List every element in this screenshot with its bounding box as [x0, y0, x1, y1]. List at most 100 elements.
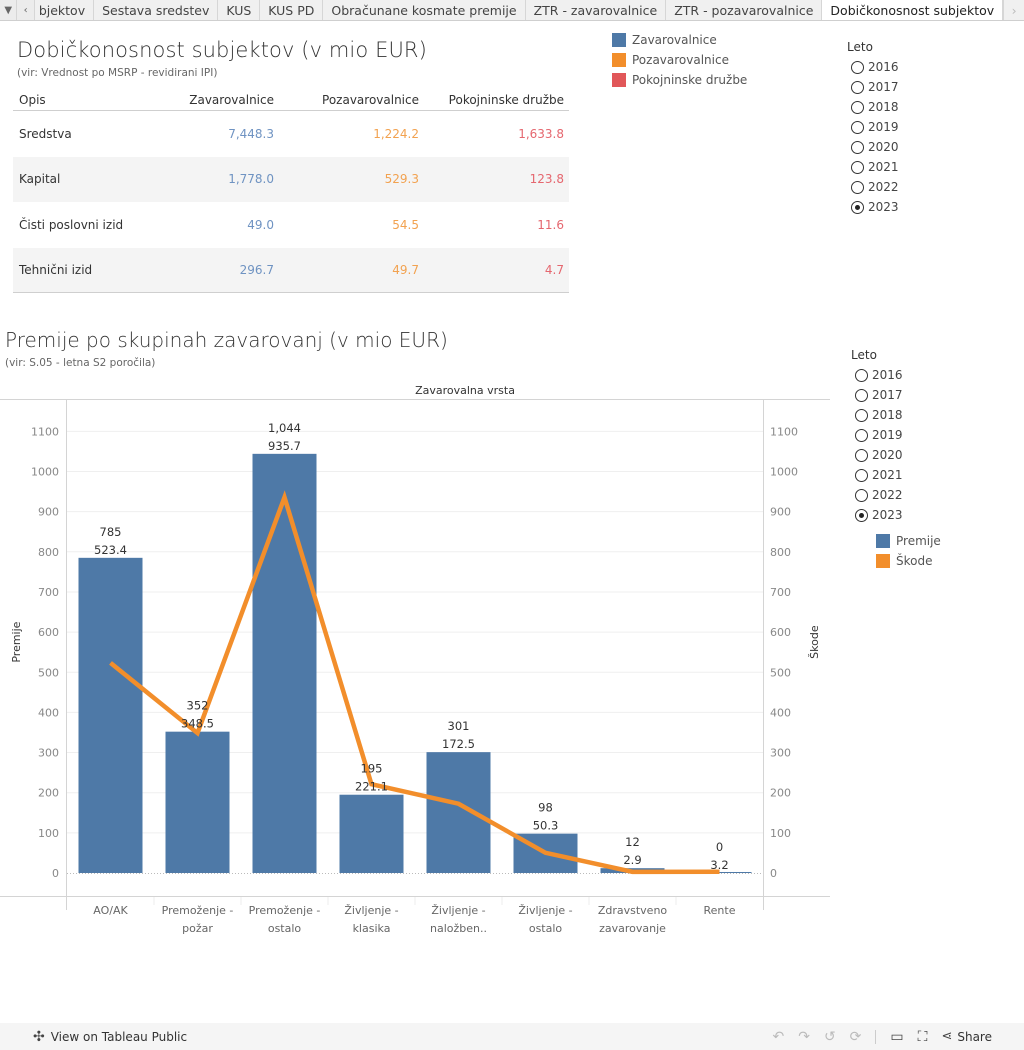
radio-button[interactable]	[855, 448, 868, 462]
share-button[interactable]: ⋖ Share	[941, 1029, 992, 1044]
year-option-label: 2020	[872, 448, 903, 462]
year-option-2022[interactable]: 2022	[847, 177, 899, 197]
header-pozavarovalnice: Pozavarovalnice	[322, 93, 419, 107]
year-option-2022[interactable]: 2022	[851, 485, 903, 505]
line-label-skode: 50.3	[533, 819, 559, 833]
y2-tick-label: 200	[770, 787, 791, 800]
table-row[interactable]: Tehnični izid 296.7 49.7 4.7	[13, 247, 569, 293]
radio-button[interactable]	[855, 388, 868, 402]
legend-item-pokojninske-druzbe[interactable]: Pokojninske družbe	[612, 70, 747, 90]
legend-item-skode[interactable]: Škode	[876, 551, 941, 571]
cell-pozavarovalnice[interactable]: 49.7	[392, 262, 419, 277]
device-preview-icon[interactable]: ▭	[890, 1028, 904, 1045]
year-option-2019[interactable]: 2019	[847, 117, 899, 137]
year-option-2020[interactable]: 2020	[851, 445, 903, 465]
year-option-2019[interactable]: 2019	[851, 425, 903, 445]
radio-button[interactable]	[855, 408, 868, 422]
profitability-title: Dobičkonosnost subjektov (v mio EUR)	[17, 38, 427, 62]
radio-button[interactable]	[851, 80, 864, 94]
tab-ztr-zavarovalnice[interactable]: ZTR - zavarovalnice	[526, 0, 667, 20]
tab-next-button[interactable]: ›	[1003, 0, 1024, 20]
tab-obracunane-kosmate-premije[interactable]: Obračunane kosmate premije	[323, 0, 526, 20]
year-option-2020[interactable]: 2020	[847, 137, 899, 157]
view-on-tableau-link[interactable]: ✣ View on Tableau Public	[33, 1029, 187, 1045]
year-option-2016[interactable]: 2016	[851, 365, 903, 385]
tab-kus[interactable]: KUS	[218, 0, 261, 20]
radio-button[interactable]	[851, 140, 864, 154]
bar-premije	[339, 794, 404, 873]
y2-tick-label: 800	[770, 546, 791, 559]
tab-prev-button[interactable]: ‹	[17, 0, 35, 20]
year-option-2017[interactable]: 2017	[851, 385, 903, 405]
year-option-2023[interactable]: 2023	[851, 505, 903, 525]
legend-item-zavarovalnice[interactable]: Zavarovalnice	[612, 30, 747, 50]
radio-button[interactable]	[855, 368, 868, 382]
line-label-skode: 348.5	[181, 717, 214, 731]
radio-button[interactable]	[851, 100, 864, 114]
year-option-2018[interactable]: 2018	[851, 405, 903, 425]
y2-tick-label: 300	[770, 747, 791, 760]
year-option-2023[interactable]: 2023	[847, 197, 899, 217]
cell-pozavarovalnice[interactable]: 529.3	[384, 172, 419, 187]
y-tick-label: 100	[38, 827, 59, 840]
legend-label: Pokojninske družbe	[632, 73, 748, 87]
radio-button[interactable]	[855, 468, 868, 482]
tab-kus-pd[interactable]: KUS PD	[260, 0, 324, 20]
revert-icon[interactable]: ↺	[823, 1028, 836, 1045]
radio-button[interactable]	[855, 508, 868, 522]
table-row[interactable]: Kapital 1,778.0 529.3 123.8	[13, 156, 569, 202]
cell-zavarovalnice[interactable]: 49.0	[247, 217, 274, 232]
cell-pozavarovalnice[interactable]: 1,224.2	[373, 126, 419, 141]
radio-button[interactable]	[851, 160, 864, 174]
year-option-2017[interactable]: 2017	[847, 77, 899, 97]
cell-zavarovalnice[interactable]: 1,778.0	[228, 172, 274, 187]
radio-button[interactable]	[855, 488, 868, 502]
radio-button[interactable]	[855, 428, 868, 442]
cell-pokojninske-druzbe[interactable]: 11.6	[537, 217, 564, 232]
radio-button[interactable]	[851, 200, 864, 214]
x-category-label: Življenje -	[431, 904, 485, 917]
redo-icon[interactable]: ↷	[798, 1028, 810, 1045]
cell-zavarovalnice[interactable]: 7,448.3	[228, 126, 274, 141]
cell-pozavarovalnice[interactable]: 54.5	[392, 217, 419, 232]
profitability-subtitle: (vir: Vrednost po MSRP - revidirani IPI)	[17, 67, 218, 79]
tab-sestava-sredstev[interactable]: Sestava sredstev	[94, 0, 219, 20]
line-label-skode: 2.9	[623, 853, 641, 867]
cell-zavarovalnice[interactable]: 296.7	[239, 262, 274, 277]
line-label-skode: 523.4	[94, 543, 127, 557]
radio-button[interactable]	[851, 180, 864, 194]
tab-menu-button[interactable]: ▼	[0, 0, 18, 20]
line-label-skode: 935.7	[268, 439, 301, 453]
tab-dobickonosnost-subjektov[interactable]: Dobičkonosnost subjektov	[822, 0, 1004, 20]
table-row[interactable]: Sredstva 7,448.3 1,224.2 1,633.8	[13, 111, 569, 157]
undo-icon[interactable]: ↶	[772, 1028, 785, 1045]
tab-subjektov[interactable]: bjektov	[35, 0, 95, 20]
radio-button[interactable]	[851, 60, 864, 74]
cell-pokojninske-druzbe[interactable]: 123.8	[529, 172, 564, 187]
line-label-skode: 221.1	[355, 780, 388, 794]
bar-label-premije: 195	[361, 762, 383, 776]
legend-swatch	[876, 534, 890, 548]
y-tick-label: 400	[38, 706, 59, 719]
year-option-2021[interactable]: 2021	[847, 157, 899, 177]
x-category-label: Rente	[704, 904, 736, 917]
fullscreen-icon[interactable]: ⛶	[917, 1028, 928, 1045]
year-option-2016[interactable]: 2016	[847, 57, 899, 77]
cell-pokojninske-druzbe[interactable]: 4.7	[544, 262, 564, 277]
x-category-label: klasika	[353, 922, 391, 935]
bar-premije	[165, 731, 230, 873]
cell-pokojninske-druzbe[interactable]: 1,633.8	[518, 126, 564, 141]
legend-item-premije[interactable]: Premije	[876, 531, 941, 551]
legend-label: Pozavarovalnice	[632, 53, 729, 67]
legend-item-pozavarovalnice[interactable]: Pozavarovalnice	[612, 50, 747, 70]
table-row[interactable]: Čisti poslovni izid 49.0 54.5 11.6	[13, 202, 569, 248]
year-option-2021[interactable]: 2021	[851, 465, 903, 485]
premiums-title: Premije po skupinah zavarovanj (v mio EU…	[5, 328, 448, 352]
year-option-2018[interactable]: 2018	[847, 97, 899, 117]
tab-ztr-pozavarovalnice[interactable]: ZTR - pozavarovalnice	[666, 0, 823, 20]
chevron-down-icon: ▼	[4, 4, 13, 16]
share-icon: ⋖	[941, 1029, 953, 1044]
refresh-icon[interactable]: ⟳	[849, 1028, 862, 1045]
radio-button[interactable]	[851, 120, 864, 134]
year-option-label: 2019	[868, 120, 899, 134]
